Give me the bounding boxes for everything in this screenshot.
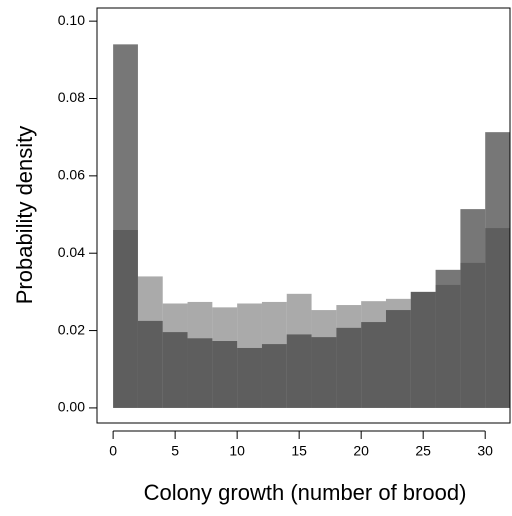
histogram-bar bbox=[137, 320, 163, 408]
histogram-bar bbox=[361, 322, 386, 408]
x-tick-label: 30 bbox=[477, 443, 493, 459]
x-tick-label: 25 bbox=[415, 443, 431, 459]
x-tick-label: 0 bbox=[109, 443, 117, 459]
histogram-bar bbox=[162, 332, 188, 408]
histogram-bar bbox=[336, 327, 362, 408]
histogram-bar bbox=[212, 341, 238, 408]
histogram-bar bbox=[286, 334, 312, 408]
y-tick-label: 0.04 bbox=[58, 244, 85, 260]
y-tick-label: 0.10 bbox=[58, 12, 85, 28]
histogram-bar bbox=[435, 269, 461, 408]
y-tick-label: 0.00 bbox=[58, 399, 85, 415]
histogram-bar bbox=[237, 347, 262, 408]
histogram-bar bbox=[187, 338, 213, 408]
y-tick-label: 0.06 bbox=[58, 167, 85, 183]
bars bbox=[113, 44, 510, 408]
x-axis-label: Colony growth (number of brood) bbox=[144, 480, 467, 505]
y-axis-label: Probability density bbox=[12, 126, 37, 305]
x-tick-label: 5 bbox=[171, 443, 179, 459]
y-tick-label: 0.02 bbox=[58, 321, 85, 337]
histogram-bar bbox=[410, 291, 436, 408]
y-tick-label: 0.08 bbox=[58, 89, 85, 105]
histogram-bar bbox=[485, 132, 510, 408]
x-tick-label: 15 bbox=[291, 443, 307, 459]
histogram-bar bbox=[460, 209, 486, 408]
histogram-bar bbox=[311, 337, 337, 408]
histogram-bar bbox=[261, 344, 287, 408]
x-tick-label: 10 bbox=[229, 443, 245, 459]
x-tick-label: 20 bbox=[353, 443, 369, 459]
histogram-bar bbox=[385, 310, 411, 408]
histogram-bar bbox=[113, 44, 138, 408]
